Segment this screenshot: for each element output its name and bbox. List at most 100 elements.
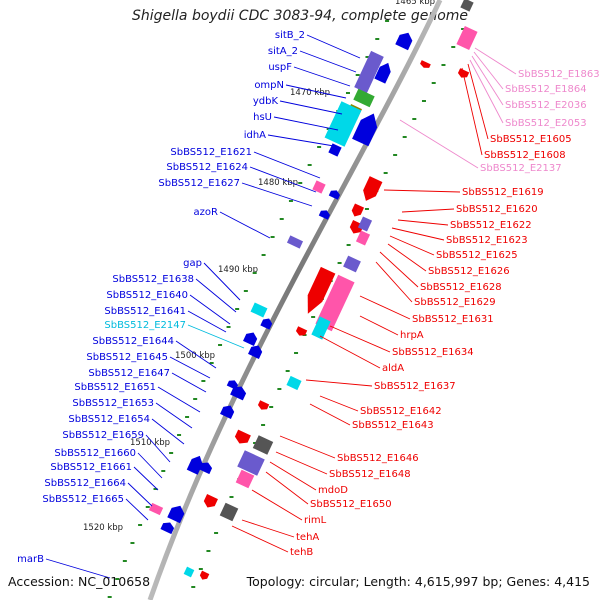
gene-label-left[interactable]: SbBS512_E1627: [158, 178, 240, 189]
gene-label-left[interactable]: sitB_2: [275, 30, 305, 41]
gene-label-right[interactable]: SbBS512_E1626: [428, 266, 510, 277]
gene-label-left[interactable]: SbBS512_E1641: [104, 306, 186, 317]
gene-label-left[interactable]: SbBS512_E1638: [112, 274, 194, 285]
gene-label-left[interactable]: SbBS512_E1624: [166, 162, 248, 173]
gene-label-left[interactable]: SbBS512_E1660: [54, 448, 136, 459]
gene-label-left[interactable]: SbBS512_E1653: [72, 398, 154, 409]
gene-label-left[interactable]: SbBS512_E1665: [42, 494, 124, 505]
forward-gene[interactable]: [354, 50, 384, 94]
reverse-gene[interactable]: [286, 375, 302, 391]
gene-label-right[interactable]: SbBS512_E1608: [484, 150, 566, 161]
reverse-gene-arrow[interactable]: [350, 203, 365, 218]
forward-gene-arrow[interactable]: [318, 208, 331, 220]
gene-label-left[interactable]: uspF: [268, 62, 292, 73]
reverse-gene[interactable]: [219, 502, 239, 522]
forward-gene-arrow[interactable]: [395, 30, 414, 51]
gene-label-right[interactable]: tehA: [296, 532, 319, 543]
forward-gene-arrow[interactable]: [160, 520, 175, 535]
gene-label-right[interactable]: SbBS512_E1622: [450, 220, 532, 231]
gene-label-right[interactable]: SbBS512_E1623: [446, 235, 528, 246]
gene-label-right[interactable]: SbBS512_E1620: [456, 204, 538, 215]
gene-label-left[interactable]: marB: [17, 554, 44, 565]
forward-gene-arrow[interactable]: [374, 60, 393, 84]
forward-gene[interactable]: [148, 502, 164, 516]
gene-label-left[interactable]: SbBS512_E1645: [86, 352, 168, 363]
gene-label-right[interactable]: SbBS512_E1863: [518, 69, 600, 80]
forward-gene-arrow[interactable]: [167, 503, 186, 524]
gene-label-left[interactable]: gap: [183, 258, 202, 269]
reverse-gene-arrow[interactable]: [360, 176, 383, 204]
reverse-gene-arrow[interactable]: [348, 220, 364, 236]
gene-label-left[interactable]: SbBS512_E1621: [170, 147, 252, 158]
gene-label-right[interactable]: SbBS512_E1642: [360, 406, 442, 417]
gene-label-right[interactable]: SbBS512_E1625: [436, 250, 518, 261]
gene-label-right[interactable]: hrpA: [400, 330, 424, 341]
reverse-gene-arrow[interactable]: [419, 60, 431, 70]
gene-label-right[interactable]: SbBS512_E2053: [505, 118, 587, 129]
gene-label-right[interactable]: SbBS512_E1631: [412, 314, 494, 325]
forward-gene[interactable]: [328, 143, 342, 157]
gene-label-right[interactable]: SbBS512_E1650: [310, 499, 392, 510]
reverse-gene[interactable]: [183, 566, 195, 578]
gene-label-left[interactable]: SbBS512_E1647: [88, 368, 170, 379]
gene-label-right[interactable]: SbBS512_E1864: [505, 84, 587, 95]
forward-gene-arrow[interactable]: [260, 316, 273, 330]
forward-gene[interactable]: [250, 302, 268, 318]
gene-label-left[interactable]: ydbK: [253, 96, 279, 107]
reverse-gene-arrow[interactable]: [301, 266, 336, 317]
gene-label-right[interactable]: aldA: [382, 363, 404, 374]
forward-gene-arrow[interactable]: [220, 403, 236, 419]
reverse-gene-arrow[interactable]: [295, 326, 308, 337]
forward-gene-arrow[interactable]: [328, 188, 341, 200]
gene-label-left[interactable]: SbBS512_E1651: [74, 382, 156, 393]
reverse-gene-arrow[interactable]: [233, 429, 251, 447]
gene-label-left[interactable]: SbBS512_E1664: [44, 478, 126, 489]
reverse-gene[interactable]: [357, 216, 373, 232]
gene-label-right[interactable]: SbBS512_E1605: [490, 134, 572, 145]
forward-gene-arrow[interactable]: [243, 330, 259, 346]
reverse-gene[interactable]: [311, 316, 331, 340]
gene-label-right[interactable]: SbBS512_E1637: [374, 381, 456, 392]
gene-label-left[interactable]: SbBS512_E1640: [106, 290, 188, 301]
forward-gene-arrow[interactable]: [352, 110, 382, 147]
gene-label-left[interactable]: hsU: [253, 112, 272, 123]
gene-label-right[interactable]: SbBS512_E1628: [420, 282, 502, 293]
reverse-gene[interactable]: [237, 450, 265, 476]
reverse-gene[interactable]: [456, 25, 478, 51]
gene-label-left[interactable]: SbBS512_E1644: [92, 336, 174, 347]
reverse-gene[interactable]: [252, 435, 274, 455]
gene-label-right[interactable]: tehB: [290, 547, 313, 558]
reverse-gene[interactable]: [343, 255, 361, 273]
gene-label-right[interactable]: SbBS512_E2137: [480, 163, 562, 174]
gene-label-left[interactable]: SbBS512_E2147: [104, 320, 186, 331]
gene-label-right[interactable]: SbBS512_E1634: [392, 347, 474, 358]
reverse-gene[interactable]: [460, 0, 474, 12]
gene-label-left[interactable]: SbBS512_E1654: [68, 414, 150, 425]
forward-gene-arrow[interactable]: [230, 384, 248, 401]
gene-label-left[interactable]: sitA_2: [268, 46, 298, 57]
reverse-gene[interactable]: [315, 274, 355, 332]
gene-label-left[interactable]: idhA: [244, 130, 266, 141]
reverse-gene-arrow[interactable]: [199, 570, 210, 582]
gene-label-left[interactable]: SbBS512_E1659: [62, 430, 144, 441]
gene-label-right[interactable]: SbBS512_E1629: [414, 297, 496, 308]
forward-gene-arrow[interactable]: [248, 343, 264, 359]
forward-gene[interactable]: [312, 180, 326, 194]
gene-label-right[interactable]: SbBS512_E1648: [329, 469, 411, 480]
reverse-gene[interactable]: [235, 469, 255, 489]
gene-label-left[interactable]: SbBS512_E1661: [50, 462, 132, 473]
gene-label-right[interactable]: SbBS512_E1619: [462, 187, 544, 198]
reverse-gene-arrow[interactable]: [257, 400, 270, 411]
reverse-gene-arrow[interactable]: [202, 494, 218, 510]
forward-gene-arrow[interactable]: [186, 453, 205, 475]
gene-label-right[interactable]: mdoD: [318, 485, 348, 496]
forward-gene-arrow[interactable]: [198, 460, 213, 475]
gene-label-right[interactable]: SbBS512_E1643: [352, 420, 434, 431]
gene-label-right[interactable]: rimL: [304, 515, 327, 526]
reverse-gene[interactable]: [355, 230, 371, 246]
gene-label-right[interactable]: SbBS512_E1646: [337, 453, 419, 464]
forward-gene[interactable]: [353, 88, 375, 108]
gene-label-right[interactable]: SbBS512_E2036: [505, 100, 587, 111]
gene-label-left[interactable]: ompN: [254, 80, 284, 91]
